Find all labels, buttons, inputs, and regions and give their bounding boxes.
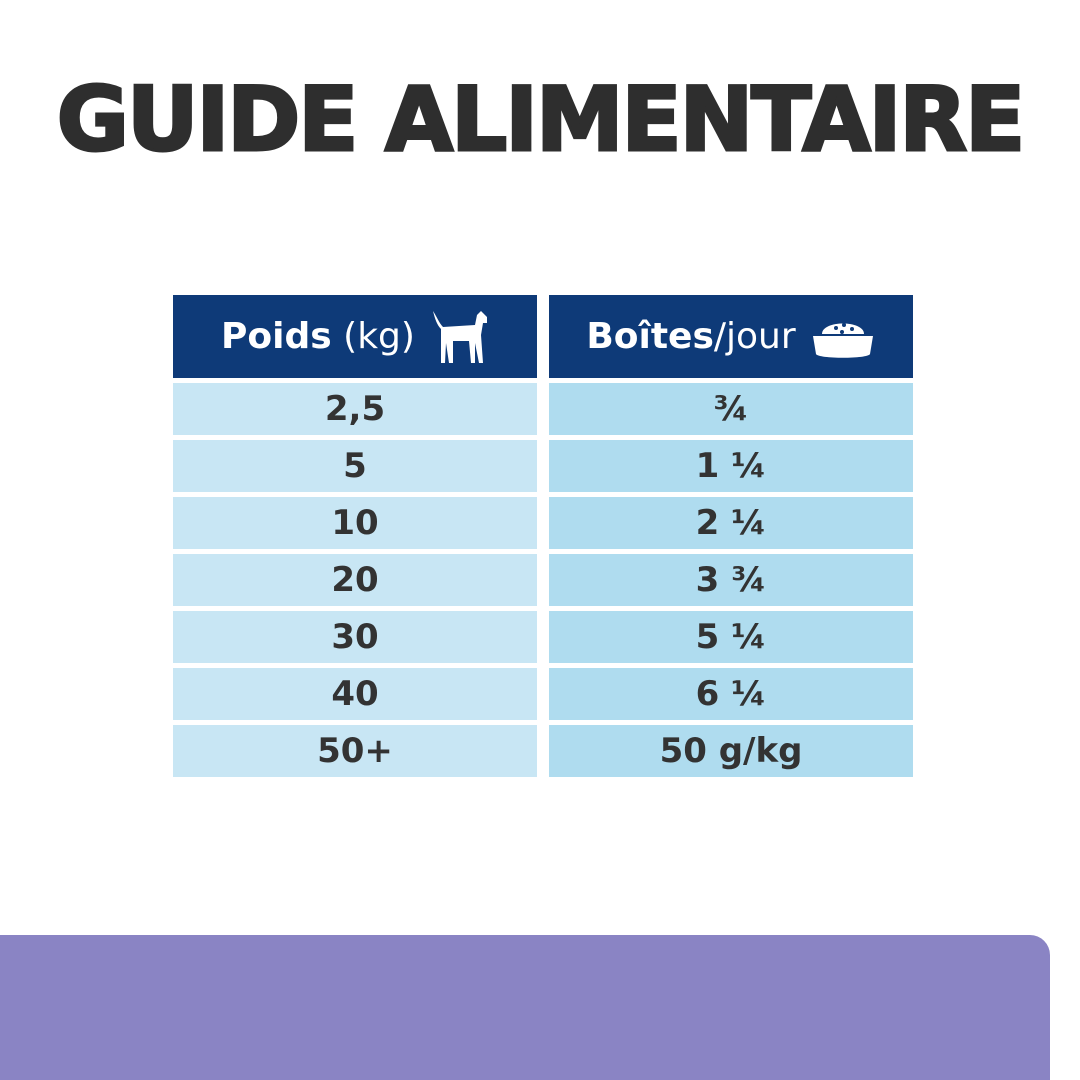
header-weight-label: Poids [221,316,332,357]
cans-cell: 2 ¼ [549,497,913,549]
weight-cell: 10 [173,497,537,549]
cans-cell: 50 g/kg [549,725,913,777]
table-row: 50+ 50 g/kg [173,725,913,777]
table-row: 40 6 ¼ [173,668,913,720]
table-row: 30 5 ¼ [173,611,913,663]
header-cans: Boîtes/jour [549,295,913,378]
page-title: GUIDE ALIMENTAIRE [55,67,1026,173]
cans-cell: 5 ¼ [549,611,913,663]
dog-icon [432,310,487,363]
weight-cell: 2,5 [173,383,537,435]
header-weight: Poids (kg) [173,295,537,378]
weight-cell: 20 [173,554,537,606]
weight-cell: 50+ [173,725,537,777]
weight-cell: 40 [173,668,537,720]
cans-cell: ¾ [549,383,913,435]
header-cans-label: Boîtes [586,316,714,357]
cans-cell: 6 ¼ [549,668,913,720]
weight-cell: 5 [173,440,537,492]
table-header: Poids (kg) Boîtes/jour [173,295,913,378]
table-row: 2,5 ¾ [173,383,913,435]
cans-cell: 1 ¼ [549,440,913,492]
header-weight-unit: (kg) [343,316,415,357]
cans-cell: 3 ¾ [549,554,913,606]
food-bowl-icon [812,322,873,358]
purple-banner [0,935,1050,1080]
table-row: 10 2 ¼ [173,497,913,549]
header-cans-unit: /jour [713,316,796,357]
weight-cell: 30 [173,611,537,663]
table-row: 20 3 ¾ [173,554,913,606]
